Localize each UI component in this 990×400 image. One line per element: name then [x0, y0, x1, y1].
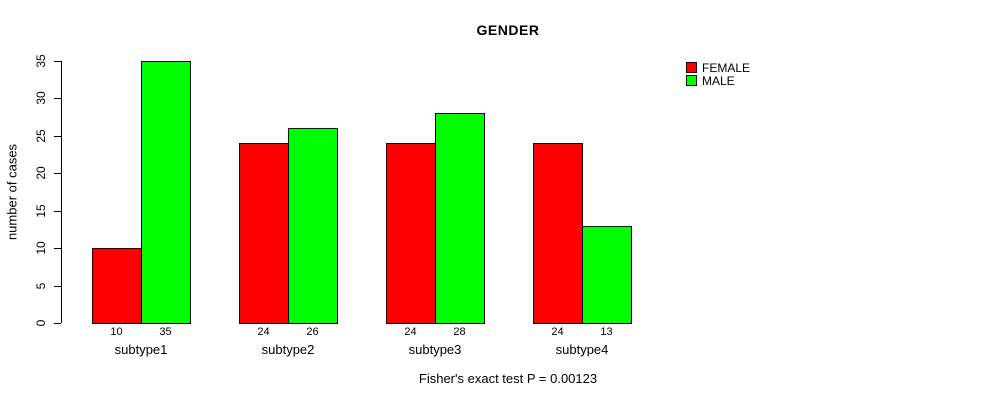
bar-female-subtype2: [239, 143, 289, 324]
y-tick-label: 5: [34, 282, 48, 290]
y-tick-mark: [54, 211, 61, 212]
y-tick-label: 0: [34, 319, 48, 327]
bar-value-label: 26: [306, 326, 319, 338]
bar-value-label: 35: [159, 326, 172, 338]
y-tick-label: 15: [34, 204, 48, 218]
bar-value-label: 24: [257, 326, 270, 338]
legend-swatch-male-icon: [686, 75, 697, 86]
bar-value-label: 13: [600, 326, 613, 338]
bar-female-subtype1: [92, 248, 142, 324]
y-tick-mark: [54, 248, 61, 249]
y-tick-label: 10: [34, 241, 48, 255]
y-axis-line: [61, 61, 62, 323]
legend-label-male: MALE: [702, 73, 735, 88]
bar-value-label: 24: [404, 326, 417, 338]
bar-male-subtype3: [435, 113, 485, 324]
bar-value-label: 28: [453, 326, 466, 338]
chart-title: GENDER: [476, 22, 540, 38]
y-tick-mark: [54, 286, 61, 287]
caption-text: Fisher's exact test P = 0.00123: [418, 371, 598, 386]
y-tick-mark: [54, 61, 61, 62]
bar-male-subtype4: [582, 226, 632, 324]
y-tick-mark: [54, 98, 61, 99]
legend-label-female: FEMALE: [702, 60, 751, 75]
y-tick-mark: [54, 323, 61, 324]
bar-female-subtype3: [386, 143, 436, 324]
y-tick-mark: [54, 136, 61, 137]
y-axis-label: number of cases: [4, 143, 20, 241]
y-tick-label: 35: [34, 54, 48, 68]
y-tick-mark: [54, 173, 61, 174]
category-label-subtype2: subtype2: [261, 342, 315, 357]
bar-male-subtype1: [141, 61, 191, 324]
y-tick-label: 30: [34, 91, 48, 105]
bar-value-label: 24: [551, 326, 564, 338]
legend: FEMALE MALE: [686, 60, 751, 88]
bar-female-subtype4: [533, 143, 583, 324]
legend-row-male: MALE: [686, 73, 750, 88]
legend-swatch-female-icon: [686, 62, 697, 73]
category-label-subtype1: subtype1: [114, 342, 168, 357]
y-tick-label: 20: [34, 166, 48, 180]
category-label-subtype3: subtype3: [408, 342, 462, 357]
category-label-subtype4: subtype4: [555, 342, 609, 357]
bar-value-label: 10: [110, 326, 123, 338]
y-tick-label: 25: [34, 129, 48, 143]
bar-male-subtype2: [288, 128, 338, 324]
legend-row-female: FEMALE: [686, 60, 751, 75]
